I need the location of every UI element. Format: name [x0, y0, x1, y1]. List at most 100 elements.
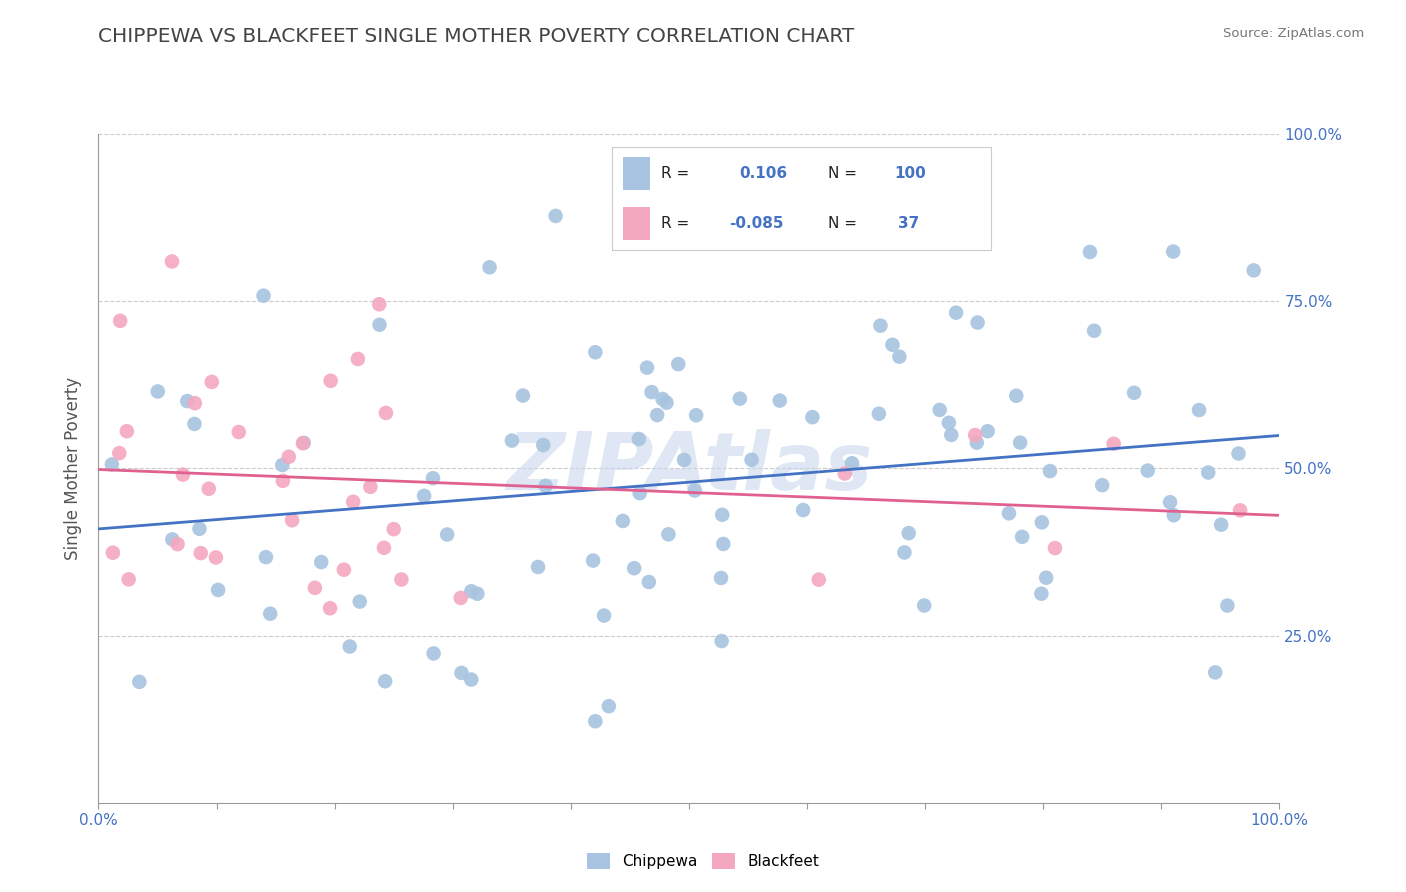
Point [741, 452, 763, 467]
Point [460, 673, 482, 687]
Point [359, 480, 381, 494]
Point [108, 446, 131, 460]
Point [115, 424, 138, 438]
Point [623, 561, 645, 575]
Point [207, 582, 229, 597]
Point [1216, 599, 1239, 613]
Point [259, 607, 281, 621]
Point [460, 584, 482, 599]
Point [118, 573, 141, 587]
Point [1102, 437, 1125, 451]
Point [339, 640, 361, 654]
Point [160, 254, 183, 268]
Point [941, 428, 963, 442]
Point [544, 209, 567, 223]
Text: 100: 100 [894, 166, 927, 181]
Text: R =: R = [661, 216, 689, 231]
Point [651, 392, 673, 406]
Point [882, 337, 904, 351]
Point [792, 503, 814, 517]
Point [628, 486, 651, 500]
Legend: Chippewa, Blackfeet: Chippewa, Blackfeet [581, 847, 825, 875]
Point [478, 260, 501, 275]
Text: CHIPPEWA VS BLACKFEET SINGLE MOTHER POVERTY CORRELATION CHART: CHIPPEWA VS BLACKFEET SINGLE MOTHER POVE… [98, 27, 855, 45]
Point [101, 458, 124, 472]
Text: R =: R = [661, 166, 689, 181]
Point [146, 384, 169, 399]
Point [1197, 466, 1219, 480]
Point [108, 314, 131, 328]
Point [172, 467, 194, 482]
Y-axis label: Single Mother Poverty: Single Mother Poverty [65, 376, 83, 560]
Point [292, 435, 315, 450]
Point [205, 550, 228, 565]
Point [413, 489, 436, 503]
Point [583, 345, 606, 359]
Point [834, 467, 856, 481]
Point [373, 541, 395, 555]
Point [342, 495, 364, 509]
Point [868, 407, 890, 421]
Point [666, 357, 689, 371]
Point [281, 513, 304, 527]
Point [1123, 385, 1146, 400]
Point [349, 594, 371, 608]
Text: 0.106: 0.106 [738, 166, 787, 181]
Point [271, 474, 294, 488]
Point [184, 396, 207, 410]
Text: N =: N = [828, 166, 858, 181]
Point [501, 434, 523, 448]
Point [531, 438, 554, 452]
Point [1005, 389, 1028, 403]
Point [201, 375, 224, 389]
Point [368, 297, 391, 311]
Point [333, 563, 356, 577]
Point [190, 546, 212, 560]
Point [893, 545, 915, 559]
Point [711, 537, 734, 551]
Point [228, 425, 250, 439]
Point [673, 453, 696, 467]
Point [976, 424, 998, 438]
Point [841, 456, 863, 470]
Point [728, 392, 751, 406]
Point [945, 306, 967, 320]
Point [897, 526, 920, 541]
Point [527, 560, 550, 574]
Point [657, 527, 679, 541]
Point [1163, 508, 1185, 523]
Point [254, 550, 277, 565]
Point [1204, 665, 1226, 680]
Point [583, 714, 606, 729]
Point [593, 608, 616, 623]
Point [1031, 587, 1053, 601]
Point [422, 471, 444, 485]
Point [1136, 464, 1159, 478]
Point [183, 417, 205, 431]
Point [1039, 464, 1062, 478]
Point [176, 394, 198, 409]
Point [389, 573, 412, 587]
Point [637, 574, 659, 589]
Point [1043, 541, 1066, 555]
Point [938, 416, 960, 430]
Point [128, 674, 150, 689]
Point [422, 647, 444, 661]
Text: Source: ZipAtlas.com: Source: ZipAtlas.com [1223, 27, 1364, 40]
Point [291, 436, 314, 450]
Point [1227, 446, 1250, 460]
Point [252, 288, 274, 302]
Point [1188, 403, 1211, 417]
Point [1078, 244, 1101, 259]
Point [450, 591, 472, 605]
Text: N =: N = [828, 216, 858, 231]
Point [101, 546, 124, 560]
Point [1031, 516, 1053, 530]
Bar [623, 157, 650, 190]
Text: 37: 37 [898, 216, 920, 231]
Point [188, 522, 211, 536]
Point [640, 385, 662, 400]
Point [374, 406, 396, 420]
Point [319, 601, 342, 615]
Point [166, 537, 188, 551]
